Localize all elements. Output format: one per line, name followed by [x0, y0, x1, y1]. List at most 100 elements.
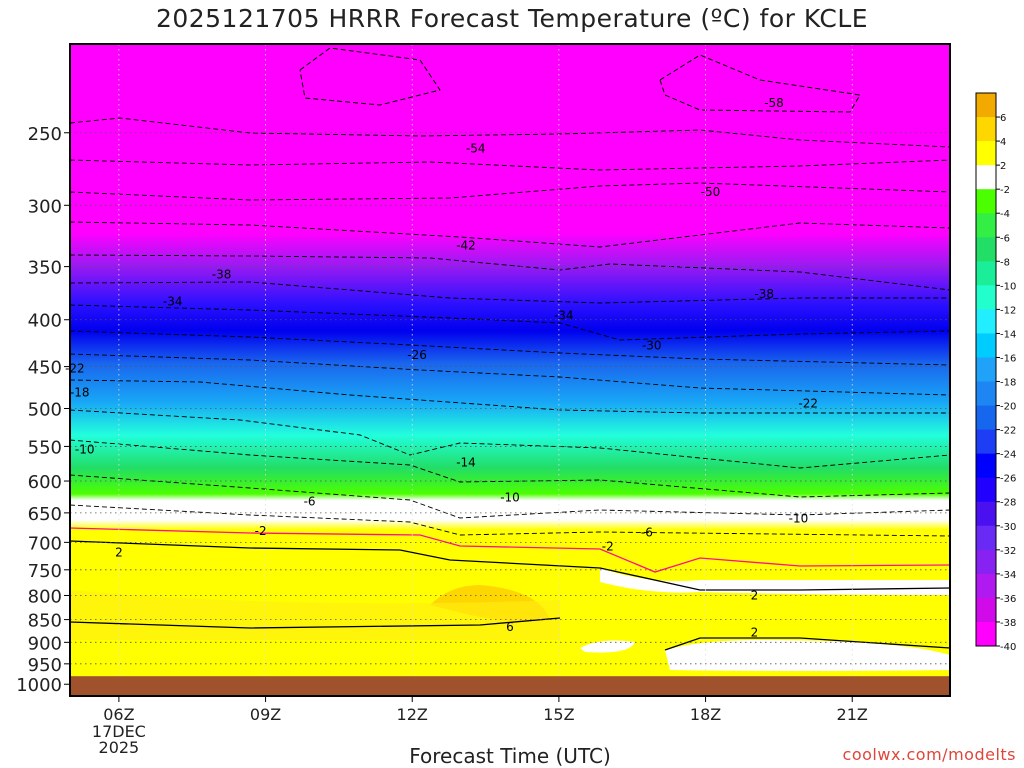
isotherm-line: [69, 379, 950, 414]
isotherm-label: -42: [456, 239, 476, 253]
isotherm-label: -10: [75, 442, 95, 456]
colorbar-label: -40: [1000, 642, 1016, 653]
isotherm-line: [69, 281, 950, 304]
isotherm-label: -50: [701, 185, 721, 199]
isotherm-label: -34: [163, 294, 183, 308]
colorbar-label: -38: [1000, 618, 1016, 629]
y-tick-label: 950: [28, 655, 62, 676]
colorbar-frame: [975, 92, 997, 647]
y-tick-label: 350: [28, 258, 62, 279]
isotherm-label: 6: [506, 620, 514, 634]
isotherm-line: [299, 47, 441, 106]
colorbar-swatch: [976, 573, 996, 599]
isotherm-line: [69, 304, 951, 341]
colorbar-label: -34: [1000, 570, 1016, 581]
isotherm-label: -2: [602, 539, 614, 553]
isotherm-label: -34: [554, 309, 574, 323]
isotherm-contours: [69, 47, 951, 651]
x-axis-label: Forecast Time (UTC): [409, 744, 611, 768]
isotherm-label: -10: [500, 490, 520, 504]
y-tick-label: 800: [28, 586, 62, 607]
isotherm-line: [69, 474, 951, 519]
colorbar-label: -12: [1000, 305, 1016, 316]
x-tick-label: 18Z: [690, 705, 721, 724]
isotherm-line: [69, 540, 951, 591]
colorbar-label: 2: [1000, 161, 1006, 172]
colorbar-label: -26: [1000, 474, 1016, 485]
colorbar-label: -10: [1000, 281, 1016, 292]
colorbar-label: -30: [1000, 522, 1016, 533]
colorbar: 6 4 2 -2 -4 -6 -8 -10 -12 -14 -16 -18 -20 -22 -24 -26 -2…: [975, 92, 1016, 653]
melting-layer-region: [600, 568, 950, 595]
isotherm-line: [69, 117, 951, 148]
colorbar-label: -4: [1000, 209, 1010, 220]
isotherm-label: 2: [751, 625, 759, 639]
colorbar-swatch: [976, 165, 996, 190]
isotherm-line: [69, 439, 951, 498]
isotherm-label: -30: [642, 339, 662, 353]
x-tick-label: 15Z: [543, 705, 574, 724]
field-overlays: [70, 568, 950, 671]
isotherm-line: [69, 353, 951, 396]
isotherm-label: -6: [304, 495, 316, 509]
x-date-label: 17DEC: [92, 722, 146, 741]
colorbar-swatch: [976, 141, 996, 166]
colorbar-label: -28: [1000, 498, 1016, 509]
colorbar-swatch: [976, 237, 996, 262]
isotherm-line: [69, 254, 951, 291]
colorbar-swatch: [976, 285, 996, 310]
isotherm-label: 2: [115, 545, 123, 559]
isotherm-line: [69, 617, 561, 629]
x-tick-label: 21Z: [837, 705, 868, 724]
colorbar-label: -14: [1000, 329, 1016, 340]
plot-frame: [69, 43, 951, 697]
isotherm-label: 2: [751, 588, 759, 602]
isotherm-line: [69, 159, 951, 171]
y-tick-label: 700: [28, 533, 62, 554]
colorbar-swatch: [976, 429, 996, 455]
y-tick-label: 1000: [16, 675, 62, 696]
colorbar-label: -20: [1000, 402, 1016, 413]
y-tick-label: 550: [28, 437, 62, 458]
colorbar-swatch: [976, 309, 996, 334]
isotherm-label: -38: [754, 287, 774, 301]
x-tick-label: 12Z: [397, 705, 428, 724]
colorbar-swatch: [976, 549, 996, 575]
y-tick-label: 300: [28, 196, 62, 217]
colorbar-label: -32: [1000, 546, 1016, 557]
colorbar-label: -36: [1000, 594, 1016, 605]
colorbar-label: -2: [1000, 185, 1010, 196]
x-tick-label: 09Z: [250, 705, 281, 724]
colorbar-swatch: [976, 189, 996, 214]
isotherm-label: -10: [789, 511, 809, 525]
colorbar-swatch: [976, 405, 996, 431]
colorbar-swatch: [976, 381, 996, 407]
credit-link[interactable]: coolwx.com/modelts: [842, 745, 1016, 764]
isotherm-label: -54: [466, 141, 486, 155]
isotherm-label: -26: [407, 348, 427, 362]
y-tick-label: 400: [28, 311, 62, 332]
grid: [70, 44, 950, 696]
colorbar-swatch: [976, 93, 996, 118]
pressure-axis: 2503003504004505005506006507007508008509…: [16, 124, 70, 696]
x-tick-label: 06Z: [103, 705, 134, 724]
y-tick-label: 850: [28, 611, 62, 632]
colorbar-label: 4: [1000, 137, 1006, 148]
y-tick-label: 750: [28, 561, 62, 582]
isotherm-label: -6: [641, 526, 653, 540]
colorbar-swatch: [976, 501, 996, 527]
colorbar-label: -24: [1000, 450, 1016, 461]
warm-band-region: [70, 590, 560, 640]
chart-title: 2025121705 HRRR Forecast Temperature (ºC…: [155, 4, 869, 33]
colorbar-label: 6: [1000, 113, 1006, 124]
y-tick-label: 450: [28, 358, 62, 379]
isotherm-label: -38: [212, 267, 232, 281]
colorbar-label: -18: [1000, 378, 1016, 389]
isotherm-label: -18: [70, 385, 90, 399]
colorbar-label: -16: [1000, 353, 1016, 364]
y-tick-label: 250: [28, 124, 62, 145]
colorbar-swatch: [976, 213, 996, 238]
colorbar-swatch: [976, 621, 996, 647]
y-tick-label: 900: [28, 633, 62, 654]
